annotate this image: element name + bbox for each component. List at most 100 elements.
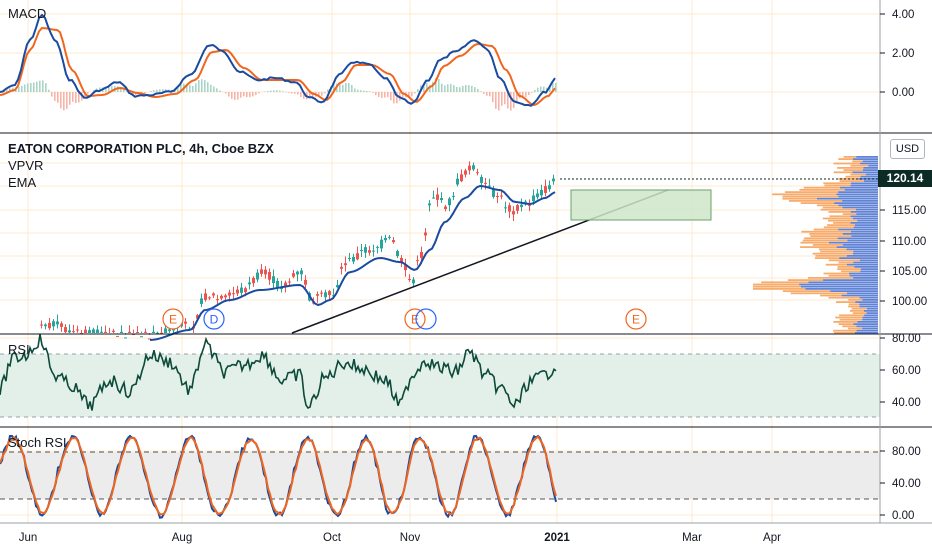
macd-histogram-bar [429,84,431,92]
candle-body [448,198,451,206]
macd-histogram-bar [27,83,29,92]
macd-histogram-bar [267,91,269,92]
macd-histogram-bar [378,92,380,97]
candle-body [544,186,547,193]
macd-histogram-bar [486,92,488,96]
volume-profile-bar [842,244,878,246]
macd-histogram-bar [228,92,230,97]
candle-body [272,276,275,284]
volume-profile-bar [827,224,855,226]
volume-profile-bar [848,299,863,301]
volume-profile-bar [853,261,878,264]
candle-body [92,329,95,333]
volume-profile-bar [840,270,861,273]
volume-profile-bar [852,160,863,163]
macd-histogram-bar [249,92,251,98]
candle-body [436,194,439,200]
candle-body [532,195,535,202]
macd-histogram-bar [324,92,326,94]
candle-body [284,282,287,287]
macd-histogram-bar [384,92,386,98]
volume-profile-bar [803,186,840,189]
volume-profile-bar [866,307,878,310]
candle-body [124,337,127,339]
candle-body [488,185,491,187]
earnings-marker[interactable]: E [625,308,647,330]
volume-profile-bar [808,281,878,284]
candle-body [164,328,167,333]
volume-profile-bar [799,189,845,191]
rsi-title: RSI [8,342,30,357]
target-zone-box [570,189,712,221]
candle-body [476,172,479,174]
candle-body [528,205,531,207]
macd-histogram-bar [246,92,248,98]
candle-body [120,331,123,333]
volume-profile-bar [856,156,878,158]
candle-body [492,189,495,197]
candle-body [52,321,55,327]
volume-profile-bar [841,294,878,297]
candle-body [136,332,139,334]
volume-profile-bar [856,213,878,215]
candle-body [336,285,339,288]
marker-circle [162,308,184,330]
y-tick-label: 2.00 [892,48,914,60]
macd-histogram-bar [144,92,146,94]
volume-profile-bar [850,173,866,176]
macd-histogram-bar [309,92,311,99]
y-tick-label: 105.00 [892,266,927,278]
volume-profile-bar [850,164,869,167]
macd-histogram-bar [231,92,233,99]
volume-profile-bar [856,329,878,332]
volume-profile-bar [837,266,855,268]
macd-histogram-bar [273,90,275,92]
candle-body [160,332,163,334]
candle-body [84,329,87,333]
volume-profile-bar [837,237,878,240]
pane-separators[interactable] [0,0,932,524]
macd-histogram-bar [465,85,467,92]
candle-body [424,232,427,236]
macd-histogram-bar [276,90,278,92]
volume-profile-bar [864,314,878,317]
symbol-title[interactable]: EATON CORPORATION PLC, 4h, Cboe BZX [8,141,274,156]
candle-body [248,282,251,285]
volume-profile-bar [860,175,878,178]
volume-profile-bar [846,263,878,266]
volume-profile-bar [862,327,878,330]
volume-profile-bar [820,208,856,211]
candle-body [268,272,271,280]
macd-histogram-bar [9,88,11,92]
volume-profile-bar [847,239,878,242]
candle-body [524,201,527,203]
candle-body [152,331,155,333]
earnings-marker[interactable]: E [162,308,184,330]
macd-histogram-bar [45,83,47,92]
volume-profile-bar [799,283,878,286]
macd-histogram-bar [6,88,8,92]
volume-profile-bar [852,171,878,174]
macd-histogram-bar [417,88,419,92]
dividend-marker[interactable]: D [203,308,225,330]
macd-histogram-bar [366,91,368,92]
time-axis[interactable]: Jun Aug Oct Nov 2021 Mar Apr [19,532,781,544]
earnings-marker[interactable]: E [404,308,426,330]
x-axis-label: Nov [400,532,421,544]
price-axis[interactable]: 4.00 2.00 0.00 115.00 110.00 105.00 100.00 80.0… [880,9,927,522]
volume-profile-bar [790,292,848,295]
volume-profile-bar [801,230,851,233]
volume-profile-bar [846,248,878,251]
macd-histogram-bar [120,87,122,92]
macd-histogram-bar [396,92,398,104]
currency-button[interactable]: USD [890,139,925,159]
volume-profile-bar [850,222,878,224]
macd-histogram-bar [423,83,425,92]
ema-label[interactable]: EMA [8,175,37,190]
candle-body [316,294,319,296]
macd-histogram-bar [345,83,347,92]
vpvr-label[interactable]: VPVR [8,158,44,173]
volume-profile-bar [822,217,853,220]
